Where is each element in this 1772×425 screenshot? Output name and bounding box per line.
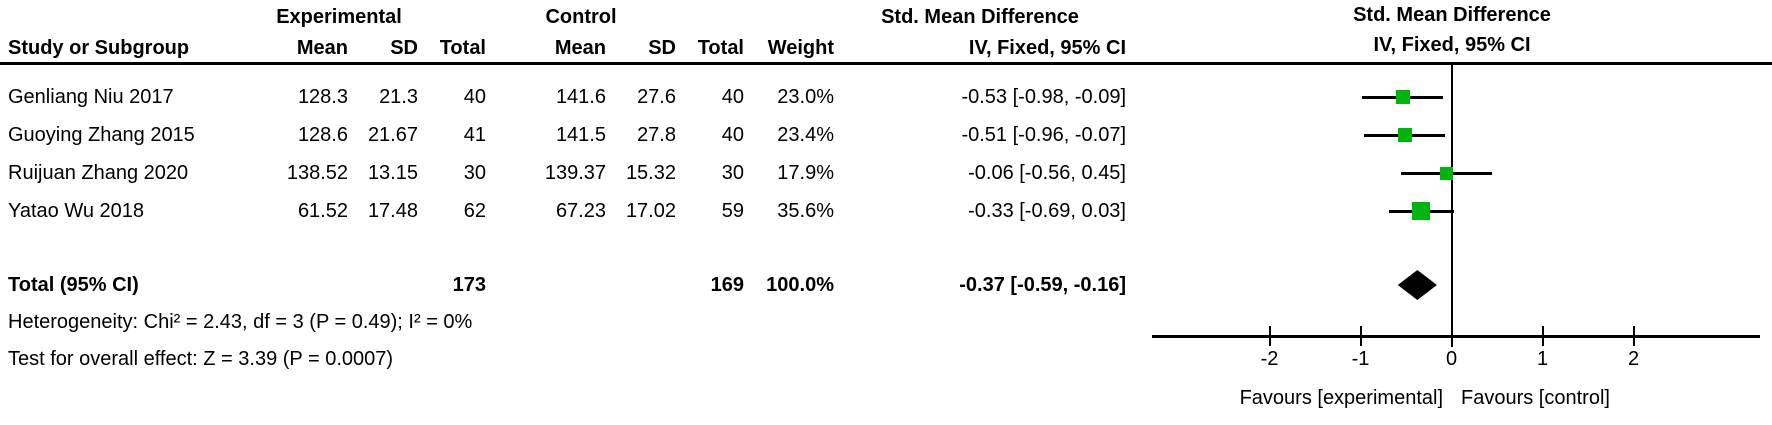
ctl-sd-column-header: SD (648, 36, 676, 59)
smd-ci-value: -0.53 [-0.98, -0.09] (961, 85, 1126, 108)
ctl-sd: 27.8 (637, 123, 676, 146)
exp-mean: 128.3 (297, 85, 348, 108)
study-name: Genliang Niu 2017 (8, 85, 174, 108)
column-header-row: Study or Subgroup Mean SD Total Mean SD … (8, 34, 1126, 62)
overall-effect-note: Test for overall effect: Z = 3.39 (P = 0… (8, 348, 394, 370)
heterogeneity-note: Heterogeneity: Chi² = 2.43, df = 3 (P = … (8, 311, 473, 333)
ctl-mean: 67.23 (555, 199, 606, 222)
exp-total: 41 (463, 123, 486, 146)
ctl-sd: 27.6 (637, 85, 676, 108)
study-name: Yatao Wu 2018 (8, 199, 145, 222)
plot-smd-header: Std. Mean Difference (1353, 4, 1551, 26)
study-row: Yatao Wu 2018 61.52 17.48 62 67.23 17.02… (8, 192, 1126, 230)
axis-tick (1450, 326, 1453, 346)
exp-total: 40 (463, 85, 486, 108)
study-row: Ruijuan Zhang 2020 138.52 13.15 30 139.3… (8, 154, 1126, 192)
ci-column-header: IV, Fixed, 95% CI (968, 36, 1126, 59)
exp-total: 30 (463, 161, 486, 184)
total-exp-n: 173 (452, 273, 486, 296)
weight-value: 17.9% (777, 161, 834, 184)
smd-point-square (1439, 166, 1453, 180)
exp-mean: 61.52 (297, 199, 348, 222)
ctl-total-column-header: Total (697, 36, 744, 59)
ctl-total: 40 (721, 123, 744, 146)
exp-sd: 17.48 (367, 199, 418, 222)
experimental-group-header: Experimental (276, 5, 402, 28)
total-smd-ci: -0.37 [-0.59, -0.16] (959, 273, 1126, 296)
total-label: Total (95% CI) (8, 273, 139, 296)
exp-sd-column-header: SD (390, 36, 418, 59)
smd-ci-value: -0.33 [-0.69, 0.03] (968, 199, 1126, 222)
total-ctl-n: 169 (710, 273, 744, 296)
weight-value: 35.6% (777, 199, 834, 222)
smd-point-square (1398, 128, 1413, 142)
favours-experimental-label: Favours [experimental] (1239, 387, 1443, 409)
exp-mean: 138.52 (286, 161, 348, 184)
ctl-mean: 141.5 (555, 123, 606, 146)
smd-point-square (1396, 90, 1411, 104)
exp-total: 62 (463, 199, 486, 222)
smd-table-header: Std. Mean Difference (881, 5, 1079, 28)
header-rule (0, 62, 1772, 65)
study-column-header: Study or Subgroup (8, 36, 190, 59)
group-header-row: Experimental Control Std. Mean Differenc… (8, 0, 1126, 34)
plot-ci-method-header: IV, Fixed, 95% CI (1373, 34, 1531, 56)
zero-reference-line (1451, 65, 1453, 347)
axis-tick (1268, 326, 1271, 346)
axis-tick-label: -2 (1260, 348, 1279, 370)
exp-mean-column-header: Mean (296, 36, 348, 59)
ctl-mean: 139.37 (544, 161, 606, 184)
axis-tick-label: 0 (1445, 348, 1458, 370)
exp-total-column-header: Total (439, 36, 486, 59)
ctl-total: 59 (721, 199, 744, 222)
exp-sd: 21.3 (379, 85, 418, 108)
exp-sd: 21.67 (367, 123, 418, 146)
exp-mean: 128.6 (297, 123, 348, 146)
axis-tick-label: 2 (1627, 348, 1640, 370)
ctl-sd: 15.32 (625, 161, 676, 184)
ctl-mean-column-header: Mean (554, 36, 606, 59)
ctl-sd: 17.02 (625, 199, 676, 222)
smd-point-square (1412, 202, 1431, 220)
ctl-total: 40 (721, 85, 744, 108)
axis-tick-label: 1 (1536, 348, 1549, 370)
study-row: Genliang Niu 2017 128.3 21.3 40 141.6 27… (8, 78, 1126, 116)
x-axis-line (1152, 335, 1760, 338)
favours-control-label: Favours [control] (1461, 387, 1610, 409)
axis-tick (1359, 326, 1362, 346)
summary-table: Experimental Control Std. Mean Differenc… (8, 0, 1126, 378)
study-name: Guoying Zhang 2015 (8, 123, 195, 146)
total-weight: 100.0% (766, 273, 834, 296)
exp-sd: 13.15 (367, 161, 418, 184)
axis-tick (1541, 326, 1544, 346)
weight-column-header: Weight (767, 36, 834, 59)
total-diamond (1397, 270, 1437, 300)
smd-ci-value: -0.06 [-0.56, 0.45] (968, 161, 1126, 184)
weight-value: 23.0% (777, 85, 834, 108)
smd-ci-value: -0.51 [-0.96, -0.07] (961, 123, 1126, 146)
weight-value: 23.4% (777, 123, 834, 146)
control-group-header: Control (545, 5, 617, 28)
axis-tick-label: -1 (1351, 348, 1370, 370)
ctl-mean: 141.6 (555, 85, 606, 108)
ctl-total: 30 (721, 161, 744, 184)
study-name: Ruijuan Zhang 2020 (8, 161, 189, 184)
study-row: Guoying Zhang 2015 128.6 21.67 41 141.5 … (8, 116, 1126, 154)
axis-tick (1632, 326, 1635, 346)
total-row: Total (95% CI) 173 169 100.0% -0.37 [-0.… (8, 266, 1126, 304)
